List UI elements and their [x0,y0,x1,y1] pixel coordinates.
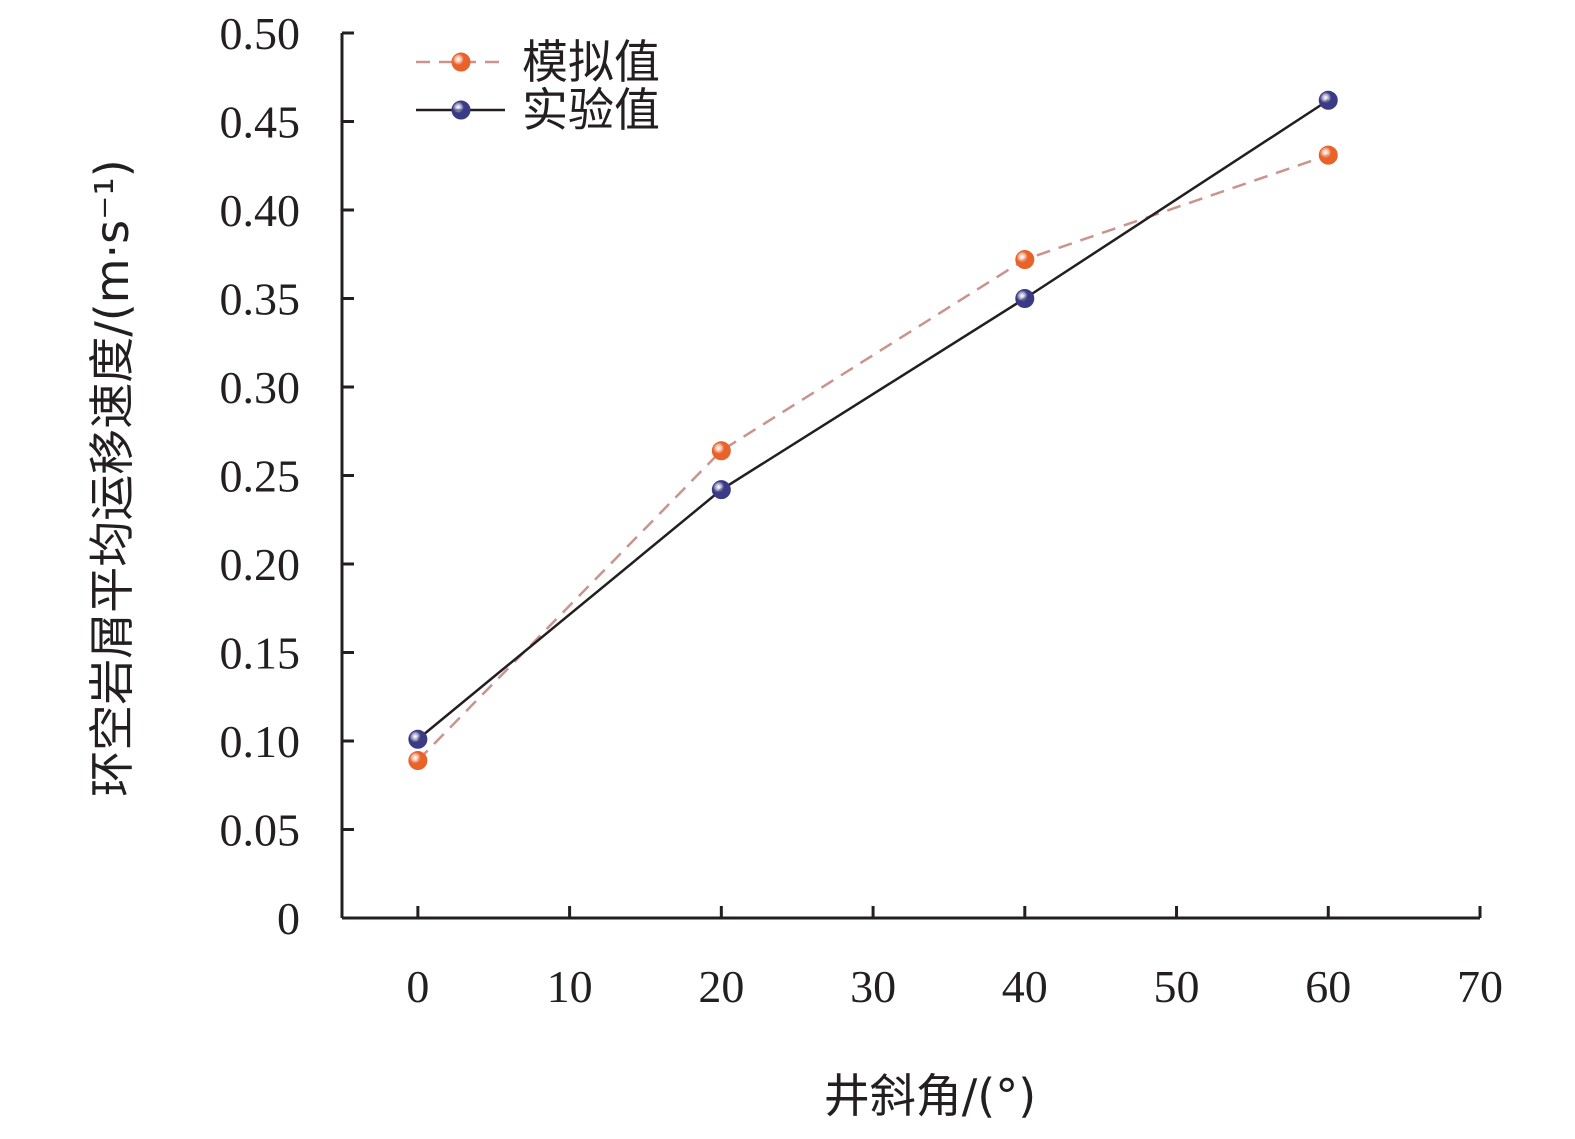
legend-label-1: 模拟值 [522,35,660,89]
legend-marker-1 [451,52,471,72]
y-tick-label: 0.30 [220,362,301,413]
x-tick-label: 40 [1002,961,1048,1012]
series-line-1 [416,153,1329,762]
x-tick-label: 70 [1457,961,1503,1012]
series-layer [408,90,1338,770]
series-1-point [1318,145,1338,165]
y-tick-label: 0.10 [220,716,301,767]
series-2-point [1318,90,1338,110]
y-tick-label: 0.50 [220,8,301,59]
x-tick-label: 10 [547,961,593,1012]
series-2-point [711,480,731,500]
series-2-point [408,729,428,749]
series-1-point [1015,250,1035,270]
series-2-point [1015,289,1035,308]
y-tick-label: 0.40 [220,185,301,236]
y-tick-label: 0.35 [220,274,301,325]
x-tick-label: 30 [850,961,896,1012]
series-1-point [408,750,428,770]
y-tick-label: 0.20 [220,539,301,590]
y-ticks: 0 0.05 0.10 0.15 0.20 0.25 0.30 0.35 0.40 0.45 0.5… [220,8,354,944]
y-tick-label: 0.15 [220,628,301,679]
y-tick-label: 0.45 [220,97,301,148]
x-tick-label: 0 [406,961,429,1012]
x-axis-title: 井斜角/(°) [824,1069,1036,1123]
x-ticks: 0 10 20 30 40 50 60 70 [406,906,1503,1012]
x-tick-label: 60 [1305,961,1351,1012]
legend-label-2: 实验值 [522,83,660,137]
x-tick-label: 20 [698,961,744,1012]
series-1-point [711,441,731,461]
y-tick-label: 0.05 [220,805,301,856]
x-tick-label: 50 [1154,961,1200,1012]
series-line-2 [417,99,1329,741]
y-axis-title: 环空岩屑平均运移速度/(m·s⁻¹) [85,159,139,797]
legend-marker-2 [451,100,471,120]
y-tick-label: 0 [277,893,300,944]
axes [340,33,1480,920]
y-tick-label: 0.25 [220,451,301,502]
